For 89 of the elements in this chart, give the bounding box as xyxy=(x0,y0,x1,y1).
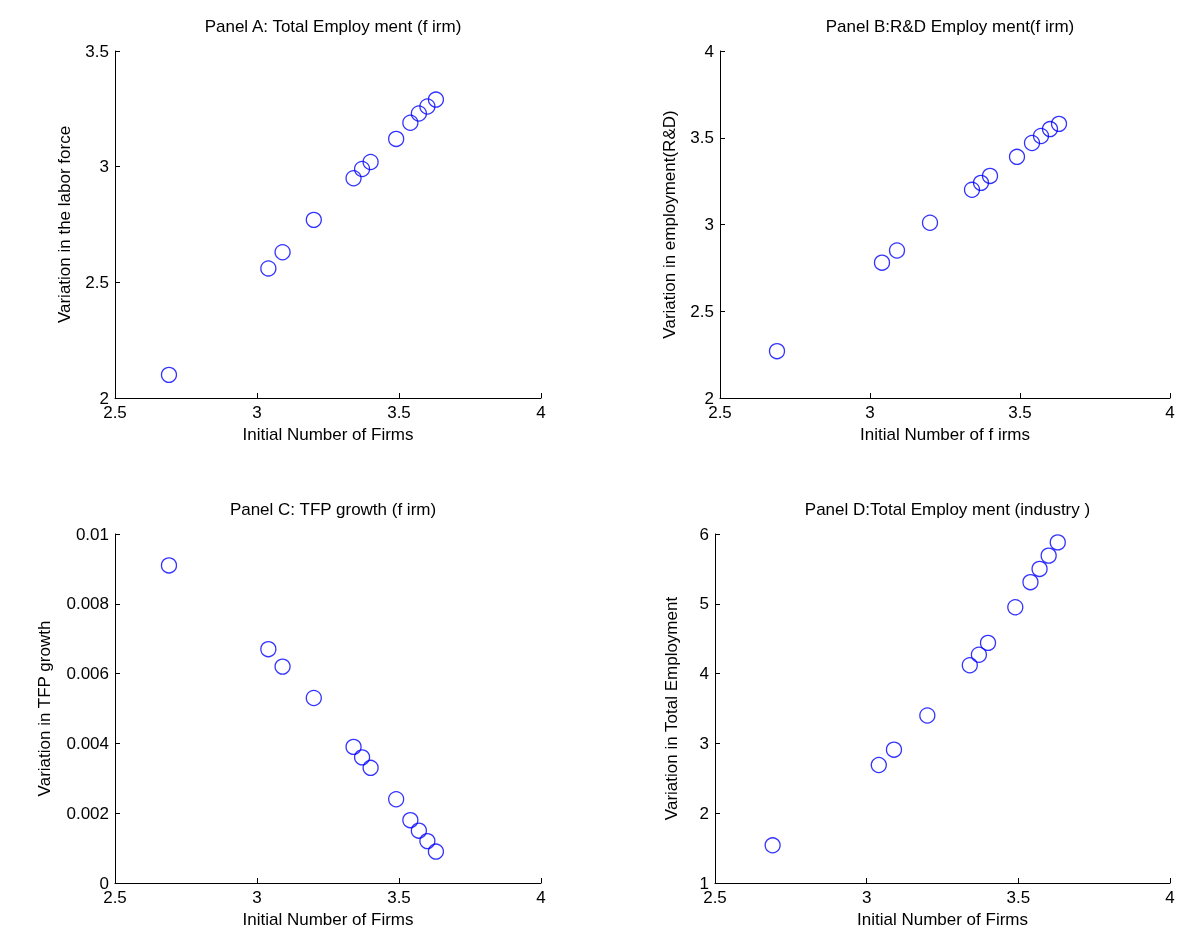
point xyxy=(427,843,445,860)
x-tick-label: 3.5 xyxy=(387,888,411,907)
y-tick-label: 4 xyxy=(699,664,709,684)
point xyxy=(410,105,428,122)
point xyxy=(970,646,988,663)
y-tick-label: 5 xyxy=(699,594,709,614)
point xyxy=(345,170,362,187)
point xyxy=(1050,115,1068,133)
point xyxy=(870,756,887,774)
x-axis-title: Initial Number of Firms xyxy=(242,910,414,929)
chart-title: Panel B:R&D Employ ment(f irm) xyxy=(825,17,1075,36)
point xyxy=(1041,120,1059,138)
point xyxy=(402,812,419,829)
x-tick-label: 3.5 xyxy=(1006,888,1031,907)
point xyxy=(419,98,436,115)
point xyxy=(362,759,379,776)
point xyxy=(1008,148,1026,165)
x-tick-label: 4 xyxy=(536,888,546,907)
chart-title: Panel D:Total Employ ment (industry ) xyxy=(804,500,1091,519)
point xyxy=(888,242,906,259)
point xyxy=(919,707,936,724)
y-tick-label: 3.5 xyxy=(85,41,109,61)
point xyxy=(1023,134,1041,152)
point xyxy=(1040,547,1057,564)
point xyxy=(921,214,939,231)
y-axis-title: Variation in the labor force xyxy=(55,125,74,324)
x-tick-label: 3 xyxy=(861,888,872,907)
point xyxy=(410,822,428,839)
point xyxy=(353,160,371,178)
chart-title: Panel C: TFP growth (f irm) xyxy=(229,500,437,519)
x-tick-label: 3 xyxy=(865,403,875,422)
x-tick-label: 3 xyxy=(252,888,262,907)
y-tick-label: 0.01 xyxy=(75,524,109,544)
x-tick-label: 3 xyxy=(252,403,262,422)
point xyxy=(160,557,178,574)
x-axis-title: Initial Number of Firms xyxy=(857,910,1028,929)
point xyxy=(981,167,999,185)
point xyxy=(305,689,322,707)
chart-title: Panel A: Total Employ ment (f irm) xyxy=(204,17,462,36)
point xyxy=(885,741,903,758)
y-tick-label: 4 xyxy=(704,41,714,61)
point xyxy=(764,837,781,854)
point xyxy=(427,91,445,108)
y-tick-label: 2.5 xyxy=(85,272,109,292)
x-tick-label: 3.5 xyxy=(387,403,411,422)
point xyxy=(160,366,178,384)
x-tick-label: 4 xyxy=(536,403,546,422)
y-axis-title: Variation in Total Employment xyxy=(662,596,681,821)
point xyxy=(362,153,379,171)
y-tick-label: 0.008 xyxy=(66,594,109,614)
y-tick-label: 0.002 xyxy=(66,803,109,823)
y-tick-label: 3 xyxy=(704,215,714,234)
point xyxy=(961,657,978,674)
point xyxy=(402,114,419,131)
point xyxy=(388,130,405,148)
point xyxy=(274,658,291,675)
x-axis-title: Initial Number of f irms xyxy=(859,425,1031,444)
x-axis-title: Initial Number of Firms xyxy=(242,425,414,444)
y-tick-label: 6 xyxy=(699,524,709,544)
point xyxy=(1032,127,1050,145)
y-tick-label: 0.006 xyxy=(66,664,109,684)
y-tick-label: 2 xyxy=(699,803,709,823)
point xyxy=(388,791,405,808)
point xyxy=(419,832,436,850)
y-tick-label: 0.004 xyxy=(66,733,109,753)
y-axis-title: Variation in employment(R&D) xyxy=(660,110,679,339)
x-tick-label: 4 xyxy=(1165,403,1175,422)
point xyxy=(1049,534,1066,551)
point xyxy=(1007,599,1024,616)
y-tick-label: 3.5 xyxy=(690,128,714,148)
x-tick-label: 3.5 xyxy=(1008,403,1032,422)
point xyxy=(260,641,277,658)
point xyxy=(972,174,990,192)
y-tick-label: 2.5 xyxy=(690,301,714,321)
point xyxy=(1022,574,1039,591)
y-axis-title: Variation in TFP growth xyxy=(35,620,54,797)
y-tick-label: 3 xyxy=(99,157,109,177)
point xyxy=(274,244,291,261)
point xyxy=(353,749,371,766)
point xyxy=(345,738,362,756)
point xyxy=(1031,560,1048,578)
point xyxy=(305,211,322,229)
x-tick-label: 4 xyxy=(1165,888,1175,907)
point xyxy=(979,634,997,652)
y-tick-label: 3 xyxy=(699,733,709,753)
point xyxy=(963,181,981,198)
point xyxy=(260,260,277,277)
point xyxy=(873,254,891,271)
point xyxy=(768,343,786,360)
